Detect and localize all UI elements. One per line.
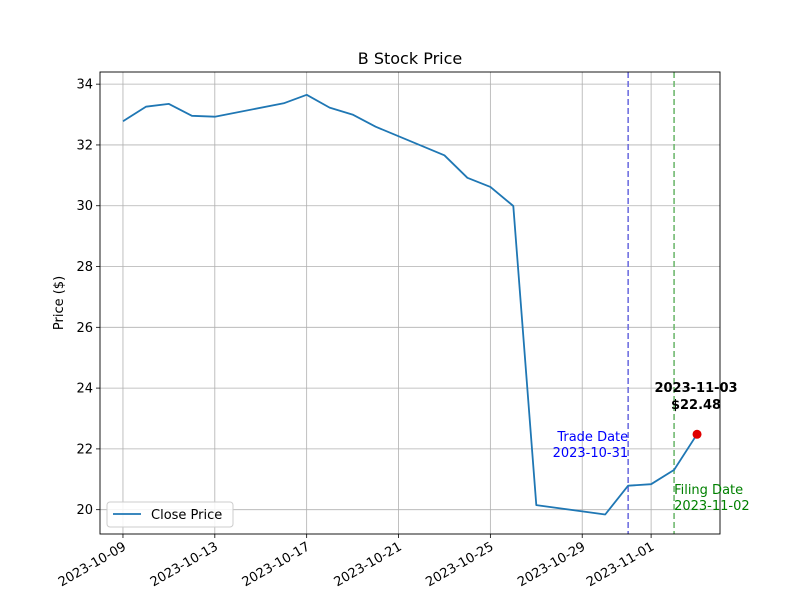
filing-date-value: 2023-11-02 (674, 499, 750, 514)
series-layer (122, 93, 698, 516)
y-tick-label: 20 (76, 503, 93, 518)
axes-frame (99, 71, 721, 535)
filing-date-label: Filing Date (674, 483, 743, 498)
trade-date-value: 2023-10-31 (553, 446, 629, 461)
legend: Close Price (106, 501, 234, 528)
legend-box (106, 501, 234, 528)
y-tick-label: 24 (76, 382, 93, 397)
y-tick-label: 22 (76, 442, 93, 457)
latest-price-date: 2023-11-03 (654, 381, 737, 396)
y-tick-label: 34 (76, 78, 93, 93)
axes-border (99, 71, 721, 535)
y-tick-label: 32 (76, 138, 93, 153)
legend-label: Close Price (151, 508, 222, 523)
close-price-line (122, 93, 698, 516)
chart-title: B Stock Price (358, 49, 462, 68)
latest-price-value: $22.48 (671, 398, 721, 413)
y-axis-label: Price ($) (52, 276, 67, 330)
grid (100, 72, 720, 534)
trade-date-label: Trade Date (556, 430, 628, 445)
y-tick-label: 30 (76, 199, 93, 214)
y-tick-label: 26 (76, 321, 93, 336)
y-tick-label: 28 (76, 260, 93, 275)
latest-price-marker (692, 429, 702, 439)
event-lines (627, 72, 675, 534)
